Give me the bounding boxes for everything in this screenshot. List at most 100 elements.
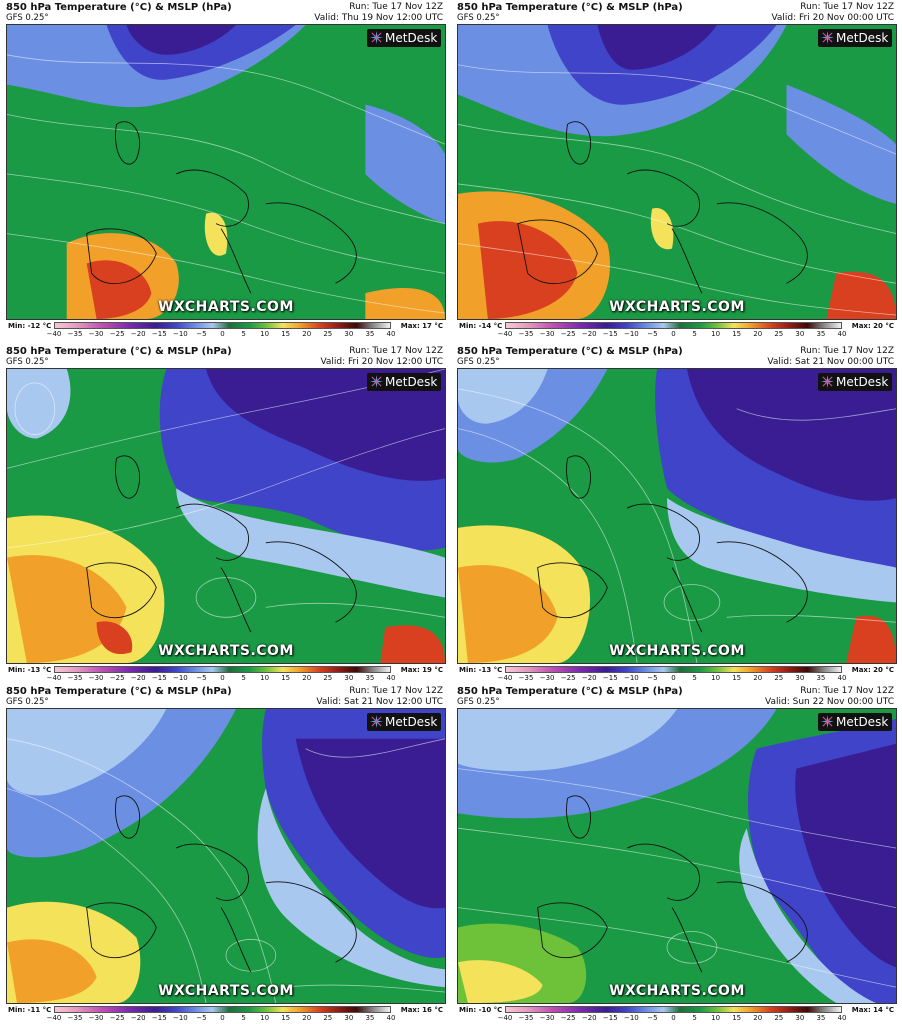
legend-tick-label: −25 (109, 674, 125, 682)
map-graphic (458, 369, 896, 663)
legend-tick-label: −40 (46, 330, 62, 338)
map-panel-1: 850 hPa Temperature (°C) & MSLP (hPa) GF… (0, 0, 449, 340)
panel-title: 850 hPa Temperature (°C) & MSLP (hPa) (457, 2, 683, 13)
legend-tick-label: 35 (816, 674, 826, 682)
legend-tick-label: −25 (560, 1014, 576, 1022)
legend-tick-label: −20 (130, 1014, 146, 1022)
min-temp-label: Min: -10 °C (459, 1006, 503, 1014)
panel-title: 850 hPa Temperature (°C) & MSLP (hPa) (6, 2, 232, 13)
color-legend: Min: -14 °C −40 −35 −30 −25 −20 −15 −10 −5 0 5 10 1… (457, 321, 894, 339)
legend-colorbar (505, 1006, 842, 1013)
max-temp-label: Max: 14 °C (851, 1006, 894, 1014)
model-label: GFS 0.25° (6, 697, 49, 707)
legend-tick-label: 25 (774, 674, 784, 682)
temperature-map: MetDesk WXCHARTS.COM (457, 368, 897, 664)
legend-tick-label: −15 (602, 1014, 618, 1022)
legend-tick-label: −35 (67, 674, 83, 682)
panel-header: 850 hPa Temperature (°C) & MSLP (hPa) GF… (457, 346, 894, 368)
legend-tick-label: −20 (130, 674, 146, 682)
legend-tick-label: −20 (130, 330, 146, 338)
legend-tick-label: 30 (344, 674, 354, 682)
legend-tick-label: −40 (46, 674, 62, 682)
map-graphic (7, 25, 445, 319)
legend-tick-label: 0 (220, 1014, 225, 1022)
legend-ticks: −40 −35 −30 −25 −20 −15 −10 −5 0 5 10 15 20 25 30 35 40 (498, 674, 847, 683)
legend-tick-label: −30 (539, 330, 555, 338)
run-label: Run: Tue 17 Nov 12Z (800, 686, 894, 696)
valid-label: Valid: Sat 21 Nov 12:00 UTC (316, 697, 443, 707)
legend-tick-label: 10 (260, 674, 270, 682)
model-label: GFS 0.25° (457, 357, 500, 367)
color-legend: Min: -10 °C −40 −35 −30 −25 −20 −15 −10 −5 0 5 10 1… (457, 1005, 894, 1023)
valid-label: Valid: Thu 19 Nov 12:00 UTC (314, 13, 443, 23)
legend-tick-label: −35 (518, 1014, 534, 1022)
legend-tick-label: −5 (647, 674, 658, 682)
map-panel-3: 850 hPa Temperature (°C) & MSLP (hPa) GF… (0, 344, 449, 684)
legend-tick-label: 0 (671, 674, 676, 682)
legend-tick-label: 35 (365, 674, 375, 682)
legend-tick-label: 20 (302, 1014, 312, 1022)
max-temp-label: Max: 20 °C (851, 666, 894, 674)
model-label: GFS 0.25° (6, 13, 49, 23)
legend-tick-label: 15 (732, 330, 742, 338)
legend-tick-label: 10 (711, 674, 721, 682)
panel-header: 850 hPa Temperature (°C) & MSLP (hPa) GF… (6, 686, 443, 708)
legend-tick-label: −35 (67, 1014, 83, 1022)
legend-tick-label: −15 (151, 674, 167, 682)
metdesk-logo: MetDesk (818, 29, 892, 47)
legend-tick-label: 10 (260, 1014, 270, 1022)
legend-tick-label: −35 (518, 674, 534, 682)
metdesk-logo: MetDesk (818, 373, 892, 391)
legend-tick-label: −30 (88, 330, 104, 338)
legend-tick-label: −40 (497, 330, 513, 338)
legend-tick-label: −15 (602, 674, 618, 682)
legend-tick-label: −30 (88, 674, 104, 682)
metdesk-logo: MetDesk (367, 713, 441, 731)
panel-header: 850 hPa Temperature (°C) & MSLP (hPa) GF… (457, 2, 894, 24)
legend-tick-label: 0 (220, 330, 225, 338)
min-temp-label: Min: -13 °C (8, 666, 52, 674)
legend-tick-label: −25 (109, 1014, 125, 1022)
legend-tick-label: −5 (196, 1014, 207, 1022)
map-panel-4: 850 hPa Temperature (°C) & MSLP (hPa) GF… (451, 344, 900, 684)
temperature-map: MetDesk WXCHARTS.COM (457, 24, 897, 320)
metdesk-star-icon (370, 375, 383, 388)
metdesk-star-icon (370, 31, 383, 44)
panel-header: 850 hPa Temperature (°C) & MSLP (hPa) GF… (6, 2, 443, 24)
legend-colorbar (505, 666, 842, 673)
legend-tick-label: 40 (837, 674, 847, 682)
legend-tick-label: 5 (241, 674, 246, 682)
legend-tick-label: −30 (88, 1014, 104, 1022)
legend-ticks: −40 −35 −30 −25 −20 −15 −10 −5 0 5 10 15 20 25 30 35 40 (47, 674, 396, 683)
legend-tick-label: 5 (241, 1014, 246, 1022)
legend-ticks: −40 −35 −30 −25 −20 −15 −10 −5 0 5 10 15 20 25 30 35 40 (47, 1014, 396, 1023)
run-label: Run: Tue 17 Nov 12Z (349, 2, 443, 12)
color-legend: Min: -13 °C −40 −35 −30 −25 −20 −15 −10 −5 0 5 10 1… (457, 665, 894, 683)
legend-tick-label: 25 (323, 330, 333, 338)
legend-colorbar (54, 1006, 391, 1013)
wxcharts-watermark: WXCHARTS.COM (609, 983, 745, 999)
legend-tick-label: −5 (196, 674, 207, 682)
legend-tick-label: 10 (711, 1014, 721, 1022)
wxcharts-watermark: WXCHARTS.COM (158, 983, 294, 999)
metdesk-logo: MetDesk (818, 713, 892, 731)
legend-tick-label: 5 (241, 330, 246, 338)
legend-tick-label: −5 (196, 330, 207, 338)
legend-tick-label: 15 (281, 1014, 291, 1022)
min-temp-label: Min: -14 °C (459, 322, 503, 330)
wxcharts-watermark: WXCHARTS.COM (158, 643, 294, 659)
panel-header: 850 hPa Temperature (°C) & MSLP (hPa) GF… (6, 346, 443, 368)
min-temp-label: Min: -12 °C (8, 322, 52, 330)
legend-colorbar (54, 322, 391, 329)
legend-tick-label: 15 (732, 674, 742, 682)
metdesk-star-icon (821, 715, 834, 728)
legend-tick-label: 0 (671, 330, 676, 338)
panel-title: 850 hPa Temperature (°C) & MSLP (hPa) (6, 346, 232, 357)
run-label: Run: Tue 17 Nov 12Z (800, 346, 894, 356)
legend-tick-label: 20 (753, 674, 763, 682)
map-graphic (458, 25, 896, 319)
legend-tick-label: −10 (172, 1014, 188, 1022)
max-temp-label: Max: 19 °C (400, 666, 443, 674)
legend-tick-label: 5 (692, 674, 697, 682)
